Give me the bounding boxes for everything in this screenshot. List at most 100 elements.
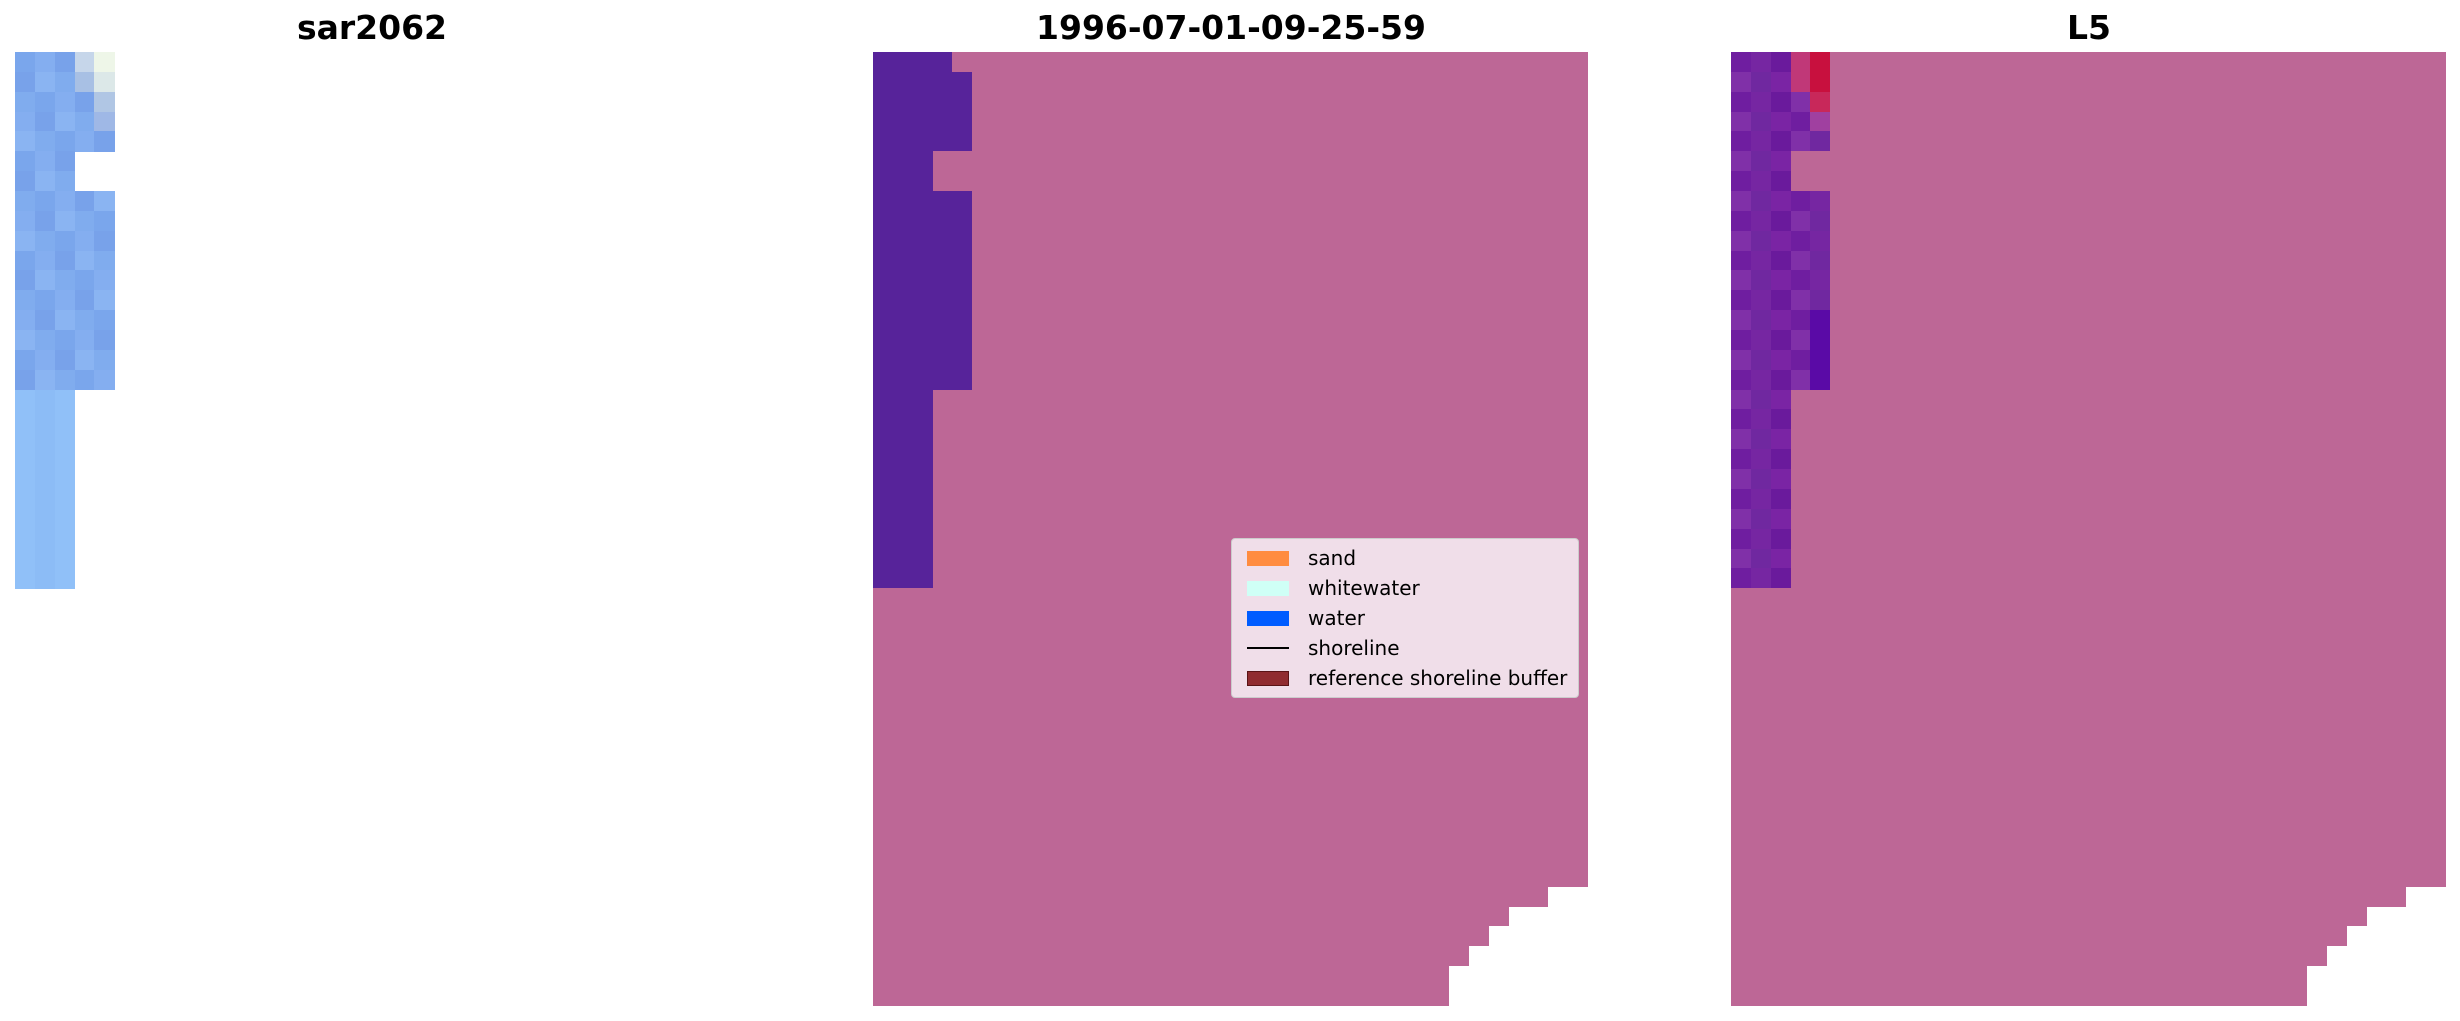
sand-pixel	[1011, 548, 1033, 569]
sand-pixel	[1270, 111, 1291, 133]
sand-pixel	[2386, 429, 2407, 450]
sand-pixel	[2207, 608, 2228, 629]
sand-pixel	[1830, 71, 1851, 93]
sand-pixel	[1071, 330, 1092, 351]
sand-pixel	[2167, 409, 2189, 430]
sand-pixel	[2266, 131, 2288, 152]
sand-pixel	[1869, 71, 1891, 93]
sand-pixel	[2048, 647, 2070, 669]
sand-pixel	[1468, 71, 1489, 93]
sand-pixel	[1929, 866, 1950, 887]
sand-pixel	[2187, 806, 2208, 828]
sand-pixel	[2227, 151, 2248, 172]
sand-pixel	[2028, 210, 2050, 232]
water-pixel	[1750, 151, 1772, 172]
sand-pixel	[1949, 687, 1970, 708]
sand-pixel	[1031, 945, 1053, 967]
sand-pixel	[2425, 429, 2447, 450]
sand-pixel	[2048, 965, 2070, 986]
sand-pixel	[1071, 389, 1092, 411]
sand-pixel	[2088, 846, 2109, 867]
sand-pixel	[2286, 747, 2308, 768]
sand-pixel	[2068, 866, 2089, 887]
water-pixel	[1790, 270, 1811, 291]
water-pixel	[1750, 131, 1772, 152]
sand-pixel	[1949, 111, 1970, 133]
sand-pixel	[1051, 727, 1073, 748]
sand-pixel	[1250, 409, 1271, 430]
sand-pixel	[1929, 449, 1950, 470]
sand-pixel	[1349, 508, 1370, 530]
sand-pixel	[1810, 945, 1831, 967]
sand-pixel	[2247, 727, 2268, 748]
sand-pixel	[1071, 747, 1092, 768]
sand-pixel	[2227, 568, 2248, 589]
sand-pixel	[1989, 469, 2010, 490]
water-pixel	[892, 548, 914, 569]
sand-pixel	[2128, 965, 2149, 986]
sand-pixel	[1810, 469, 1831, 490]
sand-pixel	[1547, 786, 1569, 808]
sand-pixel	[1969, 488, 1990, 510]
sand-pixel	[1051, 349, 1073, 371]
water-pixel	[873, 52, 894, 73]
water-pixel	[873, 409, 894, 430]
sand-pixel	[1770, 747, 1792, 768]
sand-pixel	[2068, 846, 2089, 867]
water-pixel	[932, 310, 953, 331]
sand-pixel	[2405, 627, 2427, 649]
sand-pixel	[1150, 429, 1172, 450]
sand-pixel	[2088, 548, 2109, 569]
sand-pixel	[1468, 250, 1489, 272]
sand-pixel	[952, 508, 973, 530]
sand-pixel	[2028, 568, 2050, 589]
sand-pixel	[1230, 171, 1251, 192]
water-pixel	[892, 290, 914, 311]
sand-pixel	[1131, 667, 1152, 689]
sand-pixel	[992, 786, 1013, 808]
sand-pixel	[992, 191, 1013, 212]
sand-pixel	[1567, 786, 1589, 808]
sand-pixel	[1949, 667, 1970, 689]
sand-pixel	[1969, 608, 1990, 629]
image-pixel	[54, 508, 76, 530]
sand-pixel	[2028, 528, 2050, 550]
sand-pixel	[2108, 568, 2129, 589]
sand-pixel	[1949, 985, 1970, 1006]
sand-pixel	[1528, 707, 1549, 728]
image-pixel	[54, 230, 76, 252]
sand-pixel	[2346, 270, 2367, 291]
image-pixel	[15, 409, 36, 430]
sand-pixel	[1969, 71, 1990, 93]
sand-pixel	[1131, 548, 1152, 569]
sand-pixel	[1989, 925, 2010, 947]
sand-pixel	[1329, 508, 1350, 530]
sand-pixel	[1989, 111, 2010, 133]
sand-pixel	[1909, 369, 1931, 391]
sand-pixel	[1850, 786, 1871, 808]
sand-pixel	[2048, 667, 2070, 689]
sand-pixel	[1230, 905, 1251, 927]
sand-pixel	[2068, 905, 2089, 927]
sand-pixel	[1389, 806, 1410, 828]
sand-pixel	[972, 647, 993, 669]
sand-pixel	[1190, 508, 1212, 530]
sand-pixel	[1969, 191, 1990, 212]
sand-pixel	[1869, 866, 1891, 887]
sand-pixel	[2247, 905, 2268, 927]
sand-pixel	[1448, 806, 1470, 828]
sand-pixel	[932, 429, 953, 450]
sand-pixel	[932, 687, 953, 708]
sand-pixel	[1051, 310, 1073, 331]
sand-pixel	[1071, 508, 1092, 530]
sand-pixel	[2128, 985, 2149, 1006]
sand-pixel	[1190, 985, 1212, 1006]
water-pixel	[873, 449, 894, 470]
sand-pixel	[932, 806, 953, 828]
sand-pixel	[1170, 747, 1192, 768]
sand-pixel	[1071, 627, 1092, 649]
sand-pixel	[1770, 925, 1792, 947]
sand-pixel	[1508, 151, 1529, 172]
sand-pixel	[1889, 687, 1911, 708]
sand-pixel	[2326, 409, 2347, 430]
